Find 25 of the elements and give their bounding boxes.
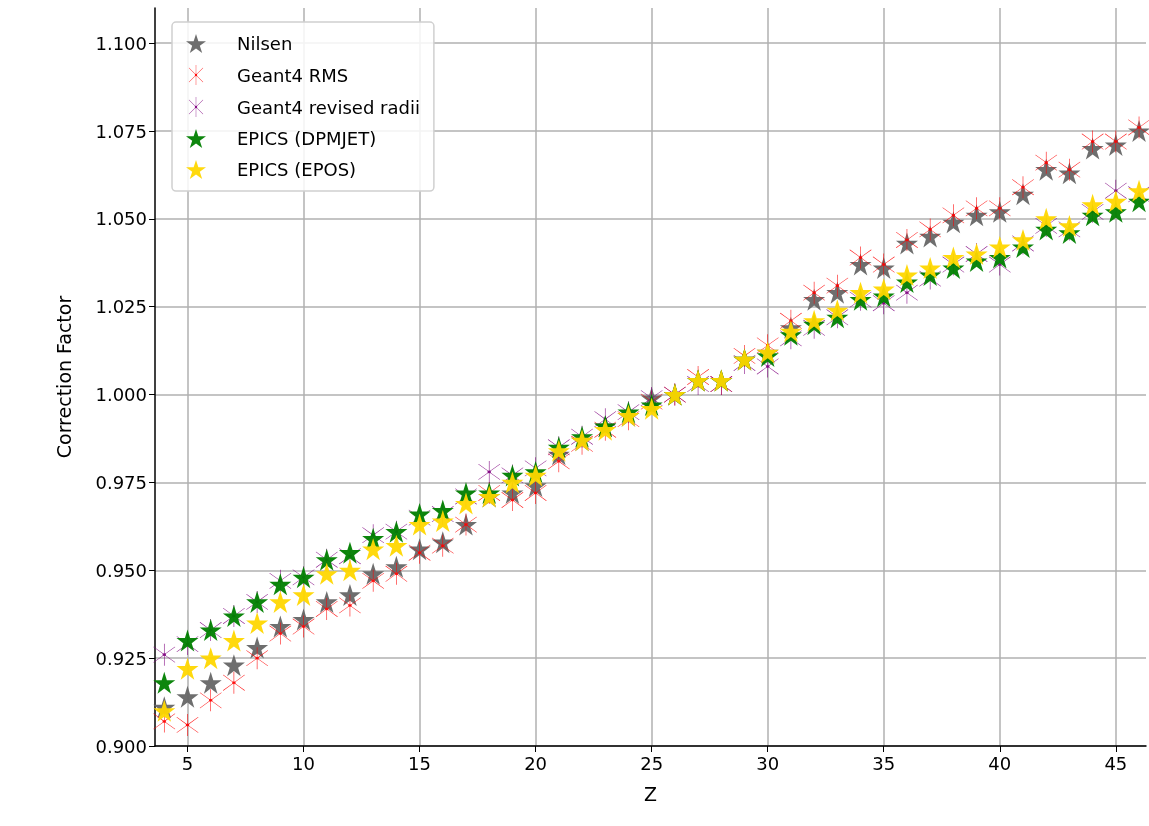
y-tick-label: 0.900 xyxy=(95,735,147,757)
y-tick-label: 0.925 xyxy=(95,647,147,669)
x-tick-label: 10 xyxy=(292,752,315,774)
x-tick-label: 35 xyxy=(872,752,896,774)
y-tick-label: 0.950 xyxy=(95,559,147,581)
x-tick-label: 30 xyxy=(756,752,780,774)
y-axis-title: Correction Factor xyxy=(52,295,75,459)
y-tick-label: 1.000 xyxy=(95,384,147,406)
y-tick-label: 0.975 xyxy=(95,471,147,493)
x-axis-title: Z xyxy=(643,782,658,805)
y-tick-label: 1.025 xyxy=(95,296,147,318)
y-tick-label: 1.075 xyxy=(95,120,147,142)
legend-label: Nilsen xyxy=(237,33,293,55)
legend-label: Geant4 revised radii xyxy=(237,96,420,118)
x-tick-label: 15 xyxy=(408,752,432,774)
x-tick-label: 20 xyxy=(524,752,548,774)
legend-label: Geant4 RMS xyxy=(237,64,349,86)
x-tick-label: 5 xyxy=(181,752,194,774)
x-tick-label: 25 xyxy=(640,752,664,774)
x-tick-label: 40 xyxy=(988,752,1012,774)
x-tick-label: 45 xyxy=(1104,752,1128,774)
legend-label: EPICS (DPMJET) xyxy=(237,128,377,150)
y-tick-label: 1.050 xyxy=(95,208,147,230)
legend-label: EPICS (EPOS) xyxy=(237,159,357,181)
y-tick-label: 1.100 xyxy=(95,32,147,54)
